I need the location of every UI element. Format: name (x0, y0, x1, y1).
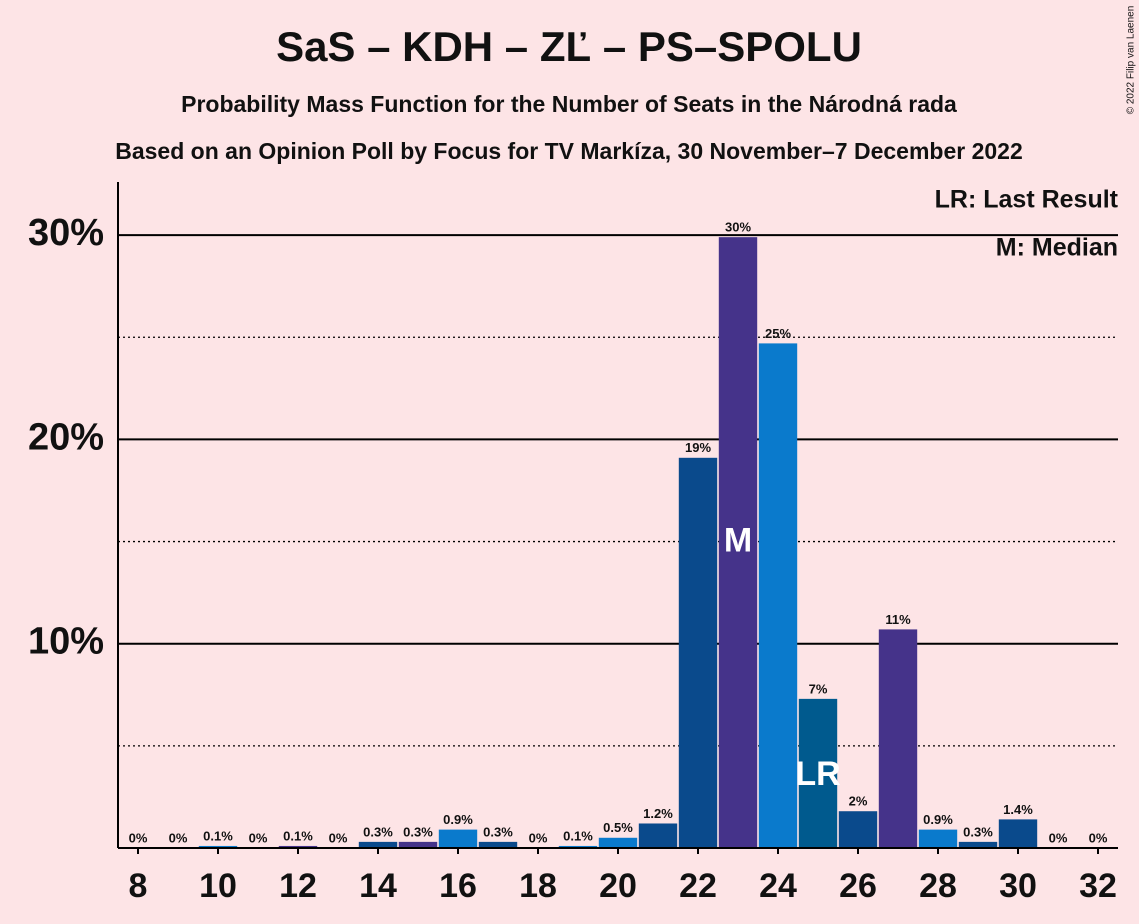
x-tick-label: 8 (129, 867, 148, 905)
data-label: 25% (765, 326, 791, 341)
data-label: 0% (169, 830, 188, 845)
bar (358, 841, 398, 848)
bar (798, 698, 838, 848)
data-label: 0.1% (563, 828, 593, 843)
data-label: 0.3% (483, 824, 513, 839)
x-tick-label: 30 (999, 867, 1037, 905)
x-tick-label: 22 (679, 867, 717, 905)
bar-annotation: LR (795, 755, 840, 793)
bar (918, 829, 958, 848)
data-label: 0% (529, 830, 548, 845)
x-tick-label: 18 (519, 867, 557, 905)
bar (998, 819, 1038, 848)
data-label: 0.1% (203, 828, 233, 843)
bar (838, 811, 878, 848)
x-tick-label: 26 (839, 867, 877, 905)
data-label: 1.2% (643, 806, 673, 821)
bar (398, 841, 438, 848)
data-label: 0.3% (363, 824, 393, 839)
data-label: 0.9% (443, 812, 473, 827)
copyright: © 2022 Filip van Laenen (1126, 6, 1137, 115)
bar (478, 841, 518, 848)
data-label: 2% (849, 794, 868, 809)
chart-subtitle: Probability Mass Function for the Number… (181, 91, 957, 117)
data-label: 0.3% (403, 824, 433, 839)
bar (438, 829, 478, 848)
x-tick-label: 20 (599, 867, 637, 905)
y-tick-label: 10% (28, 621, 104, 663)
bar (958, 841, 998, 848)
bar (678, 457, 718, 848)
bar (758, 343, 798, 848)
x-tick-label: 24 (759, 867, 797, 905)
data-label: 7% (809, 681, 828, 696)
data-label: 0% (1089, 830, 1108, 845)
bar (278, 845, 318, 848)
y-tick-label: 30% (28, 212, 104, 254)
x-tick-label: 14 (359, 867, 397, 905)
data-label: 30% (725, 220, 751, 235)
data-label: 0% (249, 830, 268, 845)
data-label: 1.4% (1003, 802, 1033, 817)
data-label: 11% (885, 612, 911, 627)
x-tick-label: 28 (919, 867, 957, 905)
data-label: 0% (129, 830, 148, 845)
bar (198, 845, 238, 848)
bar (598, 837, 638, 848)
chart-title: SaS – KDH – ZĽ – PS–SPOLU (276, 23, 862, 70)
x-tick-label: 32 (1079, 867, 1117, 905)
data-label: 0.1% (283, 828, 313, 843)
data-label: 0% (1049, 830, 1068, 845)
data-label: 19% (685, 440, 711, 455)
bar (878, 629, 918, 848)
legend-entry: LR: Last Result (935, 186, 1119, 214)
bar (558, 845, 598, 848)
legend-entry: M: Median (996, 234, 1118, 262)
data-label: 0.5% (603, 820, 633, 835)
data-label: 0.9% (923, 812, 953, 827)
data-label: 0% (329, 830, 348, 845)
data-label: 0.3% (963, 824, 993, 839)
x-tick-label: 12 (279, 867, 317, 905)
chart-subtitle: Based on an Opinion Poll by Focus for TV… (115, 138, 1023, 164)
y-tick-label: 20% (28, 416, 104, 458)
bar-annotation: M (724, 522, 752, 560)
bar (638, 823, 678, 848)
bar (718, 237, 758, 848)
x-tick-label: 10 (199, 867, 237, 905)
x-tick-label: 16 (439, 867, 477, 905)
